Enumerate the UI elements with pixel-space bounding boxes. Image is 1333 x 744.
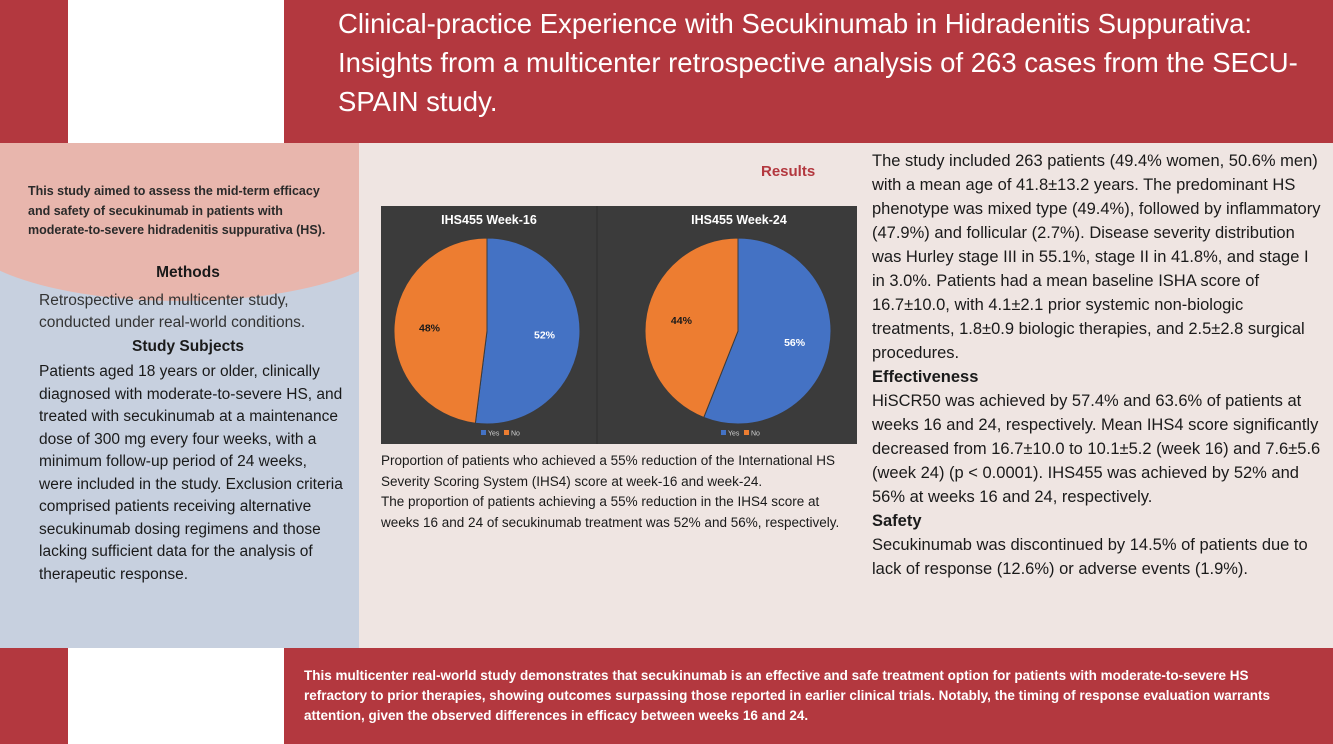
caption-line-1: Proportion of patients who achieved a 55… bbox=[381, 453, 836, 489]
pie-charts-svg: IHS455 Week-16 52% 48% Yes No IHS455 Wee… bbox=[393, 206, 832, 444]
methods-heading: Methods bbox=[156, 264, 220, 281]
slice-label-yes: 56% bbox=[784, 337, 806, 349]
pie-slice-no bbox=[644, 237, 739, 419]
caption-line-2: The proportion of patients achieving a 5… bbox=[381, 494, 840, 530]
legend-swatch-no bbox=[504, 430, 509, 435]
pie-slice-yes bbox=[703, 237, 832, 425]
pie-chart-week16: IHS455 Week-16 52% 48% Yes No bbox=[393, 213, 581, 438]
legend-label-no: No bbox=[751, 431, 760, 438]
safety-text: Secukinumab was discontinued by 14.5% of… bbox=[872, 536, 1308, 578]
results-summary: The study included 263 patients (49.4% w… bbox=[872, 152, 1321, 362]
pie-charts-figure: IHS455 Week-16 52% 48% Yes No IHS455 Wee… bbox=[381, 206, 857, 444]
pie-slice-no bbox=[393, 237, 488, 424]
chart-title: IHS455 Week-16 bbox=[441, 213, 537, 227]
legend-swatch-yes bbox=[721, 430, 726, 435]
aim-panel bbox=[0, 143, 359, 301]
legend-label-yes: Yes bbox=[488, 431, 500, 438]
slice-label-yes: 52% bbox=[534, 330, 556, 342]
header-banner: Clinical-practice Experience with Secuki… bbox=[0, 0, 1333, 143]
footer-banner: This multicenter real-world study demons… bbox=[0, 648, 1333, 744]
header-white-block bbox=[68, 0, 284, 143]
effectiveness-heading: Effectiveness bbox=[872, 368, 979, 386]
legend-swatch-no bbox=[744, 430, 749, 435]
poster-title: Clinical-practice Experience with Secuki… bbox=[338, 8, 1298, 117]
aim-text: This study aimed to assess the mid-term … bbox=[28, 184, 326, 237]
methods-text: Retrospective and multicenter study, con… bbox=[39, 292, 306, 331]
subjects-text: Patients aged 18 years or older, clinica… bbox=[39, 363, 343, 583]
legend-swatch-yes bbox=[481, 430, 486, 435]
footer-white-block bbox=[68, 648, 284, 744]
pie-chart-week24: IHS455 Week-24 56% 44% Yes No bbox=[644, 213, 832, 438]
chart-title: IHS455 Week-24 bbox=[691, 213, 787, 227]
results-heading: Results bbox=[761, 163, 816, 180]
figure-caption: Proportion of patients who achieved a 55… bbox=[381, 451, 851, 533]
pie-slice-yes bbox=[474, 237, 581, 425]
slice-label-no: 48% bbox=[419, 322, 441, 334]
effectiveness-text: HiSCR50 was achieved by 57.4% and 63.6% … bbox=[872, 392, 1321, 506]
conclusion-text: This multicenter real-world study demons… bbox=[304, 668, 1270, 723]
legend-label-yes: Yes bbox=[728, 431, 740, 438]
slice-label-no: 44% bbox=[671, 315, 693, 327]
subjects-heading: Study Subjects bbox=[132, 338, 244, 355]
left-column: This study aimed to assess the mid-term … bbox=[0, 143, 359, 648]
right-column: The study included 263 patients (49.4% w… bbox=[872, 149, 1324, 581]
legend-label-no: No bbox=[511, 431, 520, 438]
safety-heading: Safety bbox=[872, 512, 922, 530]
